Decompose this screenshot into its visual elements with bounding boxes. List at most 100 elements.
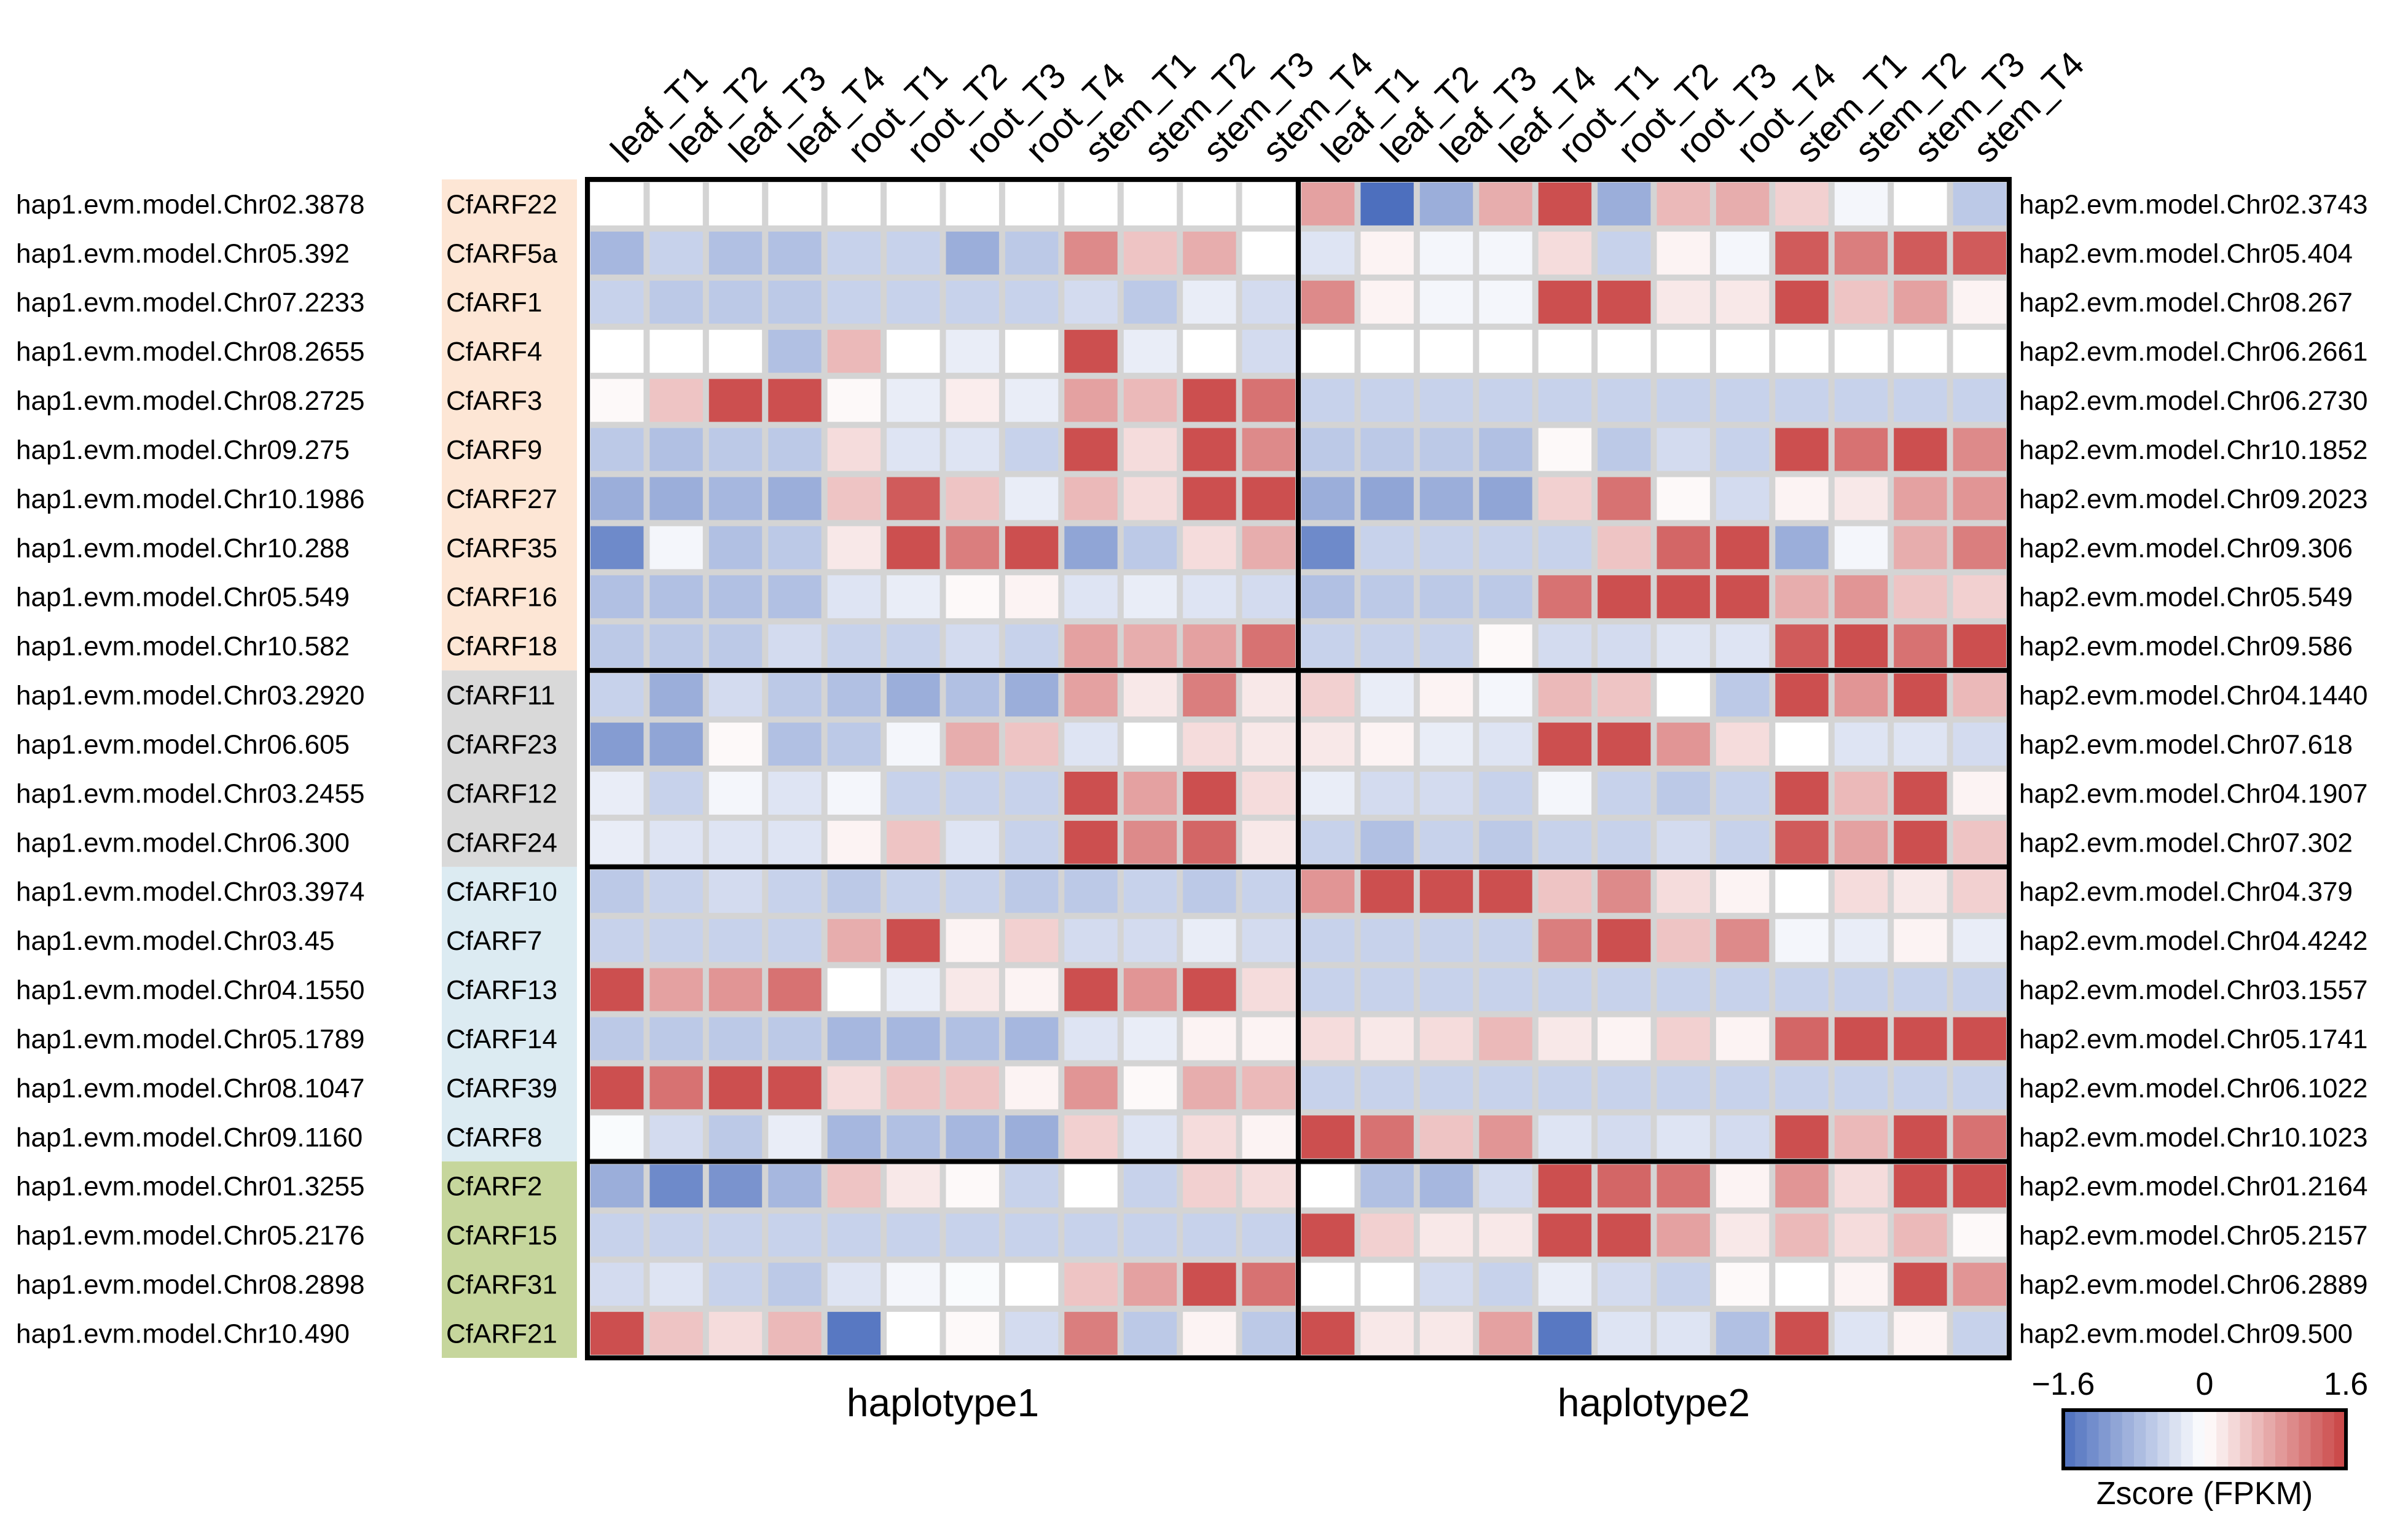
heatmap-cell — [1479, 477, 1532, 520]
heatmap-cell — [1834, 329, 1888, 373]
arf-name-label: CfARF23 — [446, 729, 557, 759]
block-borders — [585, 177, 2012, 1360]
heatmap-cell — [649, 280, 703, 324]
heatmap-cell — [649, 182, 703, 225]
heatmap-cell — [1657, 428, 1710, 471]
heatmap-cell — [1123, 428, 1177, 471]
heatmap-cell — [1360, 182, 1414, 225]
heatmap-cell — [1479, 869, 1532, 913]
heatmap-cell — [1005, 378, 1059, 422]
heatmap-cell — [946, 820, 999, 864]
legend-swatch — [2310, 1410, 2323, 1468]
heatmap-cell — [1183, 869, 1236, 913]
arf-name-labels: CfARF22 CfARF5a CfARF1 CfARF4 CfARF3 CfARF9 Cf… — [446, 189, 557, 1349]
heatmap-cell — [1301, 231, 1355, 275]
heatmap-cell — [1598, 869, 1651, 913]
heatmap-cell — [1894, 182, 1947, 225]
heatmap-cell — [827, 477, 881, 520]
heatmap-cell — [1538, 772, 1592, 815]
heatmap-cell — [1183, 575, 1236, 619]
hap1-gene-label: hap1.evm.model.Chr09.1160 — [16, 1123, 363, 1153]
heatmap-cell — [1064, 869, 1118, 913]
hap1-gene-label: hap1.evm.model.Chr07.2233 — [16, 288, 364, 318]
heatmap-cell — [768, 772, 822, 815]
hap1-gene-label: hap1.evm.model.Chr02.3878 — [16, 189, 364, 219]
heatmap-cell — [1834, 428, 1888, 471]
heatmap-cell — [1183, 378, 1236, 422]
heatmap-cell — [827, 231, 881, 275]
heatmap-cell — [708, 575, 763, 619]
heatmap-cell — [1775, 329, 1829, 373]
heatmap-cell — [1538, 231, 1592, 275]
heatmap-cell — [1657, 869, 1710, 913]
heatmap-cell — [708, 968, 763, 1011]
heatmap-cell — [1657, 1263, 1710, 1306]
heatmap-cell — [1064, 1213, 1118, 1257]
heatmap-cell — [1953, 869, 2006, 913]
hap2-gene-label: hap2.evm.model.Chr01.2164 — [2019, 1172, 2367, 1202]
heatmap-cell — [708, 624, 763, 668]
heatmap-cell — [1538, 182, 1592, 225]
arf-group-band — [442, 866, 577, 1162]
heatmap-cell — [1953, 231, 2006, 275]
heatmap-cell — [1953, 182, 2006, 225]
heatmap-cell — [827, 723, 881, 766]
heatmap-cell — [1479, 428, 1532, 471]
heatmap-cell — [1538, 673, 1592, 717]
heatmap-cell — [946, 968, 999, 1011]
heatmap-cell — [590, 1017, 644, 1060]
hap1-gene-label: hap1.evm.model.Chr08.1047 — [16, 1073, 364, 1104]
heatmap-cell — [1064, 1312, 1118, 1355]
hap1-gene-label: hap1.evm.model.Chr08.2725 — [16, 386, 364, 416]
heatmap-cell — [887, 673, 940, 717]
heatmap-cell — [1657, 1213, 1710, 1257]
heatmap-cell — [1716, 1115, 1770, 1159]
heatmap-cell — [1716, 772, 1770, 815]
heatmap-cell — [1598, 673, 1651, 717]
heatmap-cell — [590, 723, 644, 766]
heatmap-cell — [1301, 624, 1355, 668]
heatmap-cell — [827, 182, 881, 225]
heatmap-cell — [1834, 182, 1888, 225]
heatmap-cell — [590, 280, 644, 324]
hap2-gene-label: hap2.evm.model.Chr05.1741 — [2019, 1024, 2367, 1054]
heatmap-cell — [1894, 428, 1947, 471]
arf-name-label: CfARF13 — [446, 975, 557, 1005]
heatmap-cell — [1064, 1164, 1118, 1208]
heatmap-cell — [708, 1017, 763, 1060]
arf-name-label: CfARF18 — [446, 632, 557, 662]
heatmap-cell — [1360, 919, 1414, 962]
heatmap-cell — [649, 820, 703, 864]
heatmap-cell — [768, 526, 822, 570]
heatmap-cell — [946, 1164, 999, 1208]
arf-group-band — [442, 179, 577, 671]
heatmap-cell — [1775, 1213, 1829, 1257]
heatmap-cell — [1301, 772, 1355, 815]
heatmap-cell — [1064, 673, 1118, 717]
heatmap-cell — [649, 477, 703, 520]
heatmap-cell — [1360, 575, 1414, 619]
heatmap-cell — [827, 968, 881, 1011]
heatmap-cell — [1064, 1115, 1118, 1159]
heatmap-cell — [1123, 329, 1177, 373]
heatmap-cell — [1301, 182, 1355, 225]
heatmap-cell — [1775, 428, 1829, 471]
arf-name-label: CfARF3 — [446, 386, 542, 416]
heatmap-cell — [708, 869, 763, 913]
heatmap-cell — [1598, 378, 1651, 422]
heatmap-cell — [1894, 1164, 1947, 1208]
heatmap-cell — [1360, 428, 1414, 471]
hap1-gene-label: hap1.evm.model.Chr05.549 — [16, 582, 350, 613]
legend-swatch — [2228, 1410, 2241, 1468]
heatmap-cell — [649, 772, 703, 815]
legend-swatch — [2322, 1410, 2335, 1468]
heatmap-cell — [1538, 575, 1592, 619]
heatmap-cell — [1005, 919, 1059, 962]
heatmap-cell — [1894, 673, 1947, 717]
heatmap-cell — [1775, 231, 1829, 275]
heatmap-cell — [1479, 182, 1532, 225]
heatmap-cell — [1123, 378, 1177, 422]
arf-name-label: CfARF35 — [446, 533, 557, 563]
hap2-gene-label: hap2.evm.model.Chr04.379 — [2019, 877, 2353, 907]
legend-swatch — [2122, 1410, 2135, 1468]
